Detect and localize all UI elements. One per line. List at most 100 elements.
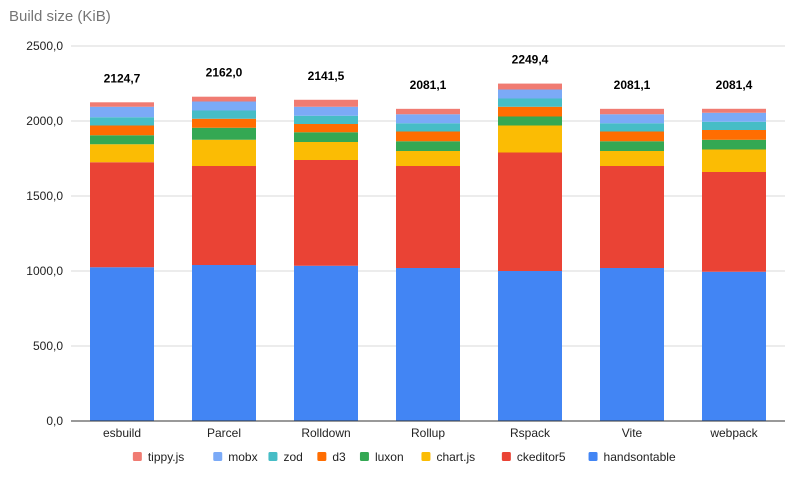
- bar-segment-luxon: [498, 116, 562, 126]
- x-category-label: Parcel: [207, 426, 241, 440]
- bar-segment-mobx: [600, 114, 664, 124]
- bar-segment-zod: [396, 123, 460, 132]
- bar-segment-chart-js: [498, 125, 562, 153]
- legend-swatch: [421, 452, 431, 461]
- legend-label: chart.js: [436, 450, 475, 464]
- bar-segment-tippy-js: [396, 108, 460, 115]
- bar-segment-zod: [498, 98, 562, 107]
- legend-swatch: [501, 452, 511, 461]
- total-label: 2081,1: [410, 78, 447, 92]
- bar-segment-chart-js: [90, 144, 154, 163]
- bar-segment-d3: [702, 130, 766, 140]
- bar-segment-luxon: [396, 141, 460, 151]
- y-tick-label: 2000,0: [26, 114, 63, 128]
- bars: [90, 83, 766, 421]
- bar-segment-zod: [90, 117, 154, 126]
- bar-segment-luxon: [600, 141, 664, 151]
- bar-segment-mobx: [90, 106, 154, 118]
- x-category-label: Vite: [622, 426, 643, 440]
- bar-segment-d3: [498, 106, 562, 117]
- legend-swatch: [588, 452, 598, 461]
- total-label: 2162,0: [206, 66, 243, 80]
- bar-segment-mobx: [702, 112, 766, 122]
- legend-label: d3: [332, 450, 346, 464]
- bar-segment-ckeditor5: [600, 166, 664, 268]
- y-tick-label: 1000,0: [26, 264, 63, 278]
- y-tick-label: 1500,0: [26, 189, 63, 203]
- bar-segment-mobx: [294, 106, 358, 116]
- legend-label: tippy.js: [148, 450, 184, 464]
- bar-segment-mobx: [192, 101, 256, 111]
- bar-segment-zod: [192, 110, 256, 119]
- y-tick-label: 2500,0: [26, 39, 63, 53]
- bar-segment-ckeditor5: [192, 166, 256, 265]
- bar-segment-ckeditor5: [294, 160, 358, 266]
- x-category-label: Rollup: [411, 426, 445, 440]
- bar-segment-handsontable: [192, 265, 256, 421]
- bar-segment-zod: [600, 123, 664, 132]
- bar-segment-mobx: [498, 89, 562, 99]
- bar-segment-luxon: [294, 132, 358, 142]
- legend-item[interactable]: d3: [317, 450, 346, 464]
- legend-label: ckeditor5: [517, 450, 566, 464]
- legend-label: handsontable: [604, 450, 676, 464]
- legend-item[interactable]: mobx: [213, 450, 258, 464]
- bar-segment-tippy-js: [600, 108, 664, 115]
- legend-item[interactable]: chart.js: [421, 450, 475, 464]
- chart-title: Build size (KiB): [9, 8, 111, 25]
- legend-swatch: [268, 452, 278, 461]
- legend-label: mobx: [228, 450, 257, 464]
- bar-segment-d3: [600, 131, 664, 142]
- bar-segment-handsontable: [600, 268, 664, 421]
- bar-segment-d3: [90, 125, 154, 136]
- legend-item[interactable]: tippy.js: [132, 450, 184, 464]
- legend-item[interactable]: handsontable: [588, 450, 676, 464]
- bar-segment-d3: [294, 124, 358, 133]
- legend-swatch: [213, 452, 223, 461]
- bar-segment-handsontable: [702, 271, 766, 421]
- bar-segment-chart-js: [294, 142, 358, 160]
- bar-segment-chart-js: [702, 149, 766, 172]
- total-label: 2249,4: [512, 53, 549, 67]
- bar-segment-tippy-js: [90, 102, 154, 107]
- bar-segment-chart-js: [192, 139, 256, 166]
- legend: tippy.js mobx zod d3 luxon chart.js ckeditor5 h…: [132, 450, 676, 464]
- bar-segment-handsontable: [396, 268, 460, 421]
- axis: 0,0 500,0 1000,0 1500,0 2000,0 2500,0: [26, 39, 785, 428]
- total-label: 2124,7: [104, 71, 141, 85]
- y-tick-label: 500,0: [33, 339, 63, 353]
- bar-segment-tippy-js: [192, 96, 256, 102]
- bar-segment-d3: [396, 131, 460, 142]
- bar-segment-chart-js: [396, 151, 460, 166]
- bar-segment-ckeditor5: [90, 162, 154, 268]
- legend-item[interactable]: zod: [268, 450, 303, 464]
- legend-label: luxon: [375, 450, 404, 464]
- bar-segment-handsontable: [90, 267, 154, 421]
- y-tick-label: 0,0: [46, 414, 63, 428]
- legend-swatch: [359, 452, 369, 461]
- bar-segment-luxon: [90, 135, 154, 145]
- bar-segment-mobx: [396, 114, 460, 124]
- bar-segment-luxon: [192, 127, 256, 140]
- bar-segment-tippy-js: [498, 83, 562, 90]
- bar-segment-chart-js: [600, 151, 664, 166]
- bar-segment-luxon: [702, 139, 766, 150]
- labels: 2124,7 esbuild 2162,0 Parcel 2141,5 Rolldown 2…: [103, 53, 759, 440]
- total-label: 2081,4: [716, 78, 753, 92]
- total-label: 2081,1: [614, 78, 651, 92]
- bar-segment-tippy-js: [702, 108, 766, 113]
- x-category-label: webpack: [709, 426, 758, 440]
- bar-segment-ckeditor5: [498, 152, 562, 271]
- bar-segment-handsontable: [294, 265, 358, 421]
- legend-swatch: [132, 452, 142, 461]
- bar-segment-handsontable: [498, 271, 562, 421]
- x-category-label: Rspack: [510, 426, 551, 440]
- bar-segment-zod: [702, 121, 766, 130]
- legend-item[interactable]: luxon: [359, 450, 404, 464]
- bar-segment-tippy-js: [294, 99, 358, 107]
- bar-segment-zod: [294, 115, 358, 124]
- legend-item[interactable]: ckeditor5: [501, 450, 566, 464]
- legend-swatch: [317, 452, 327, 461]
